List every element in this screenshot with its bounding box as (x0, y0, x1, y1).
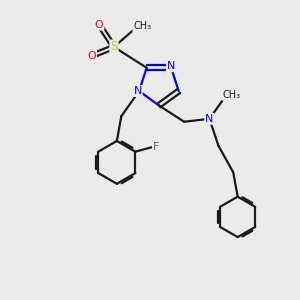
Text: N: N (167, 61, 175, 71)
Text: CH₃: CH₃ (223, 90, 241, 100)
Text: O: O (87, 51, 96, 61)
Text: O: O (95, 20, 103, 30)
Text: F: F (153, 142, 159, 152)
Text: CH₃: CH₃ (133, 21, 151, 31)
Text: S: S (110, 40, 118, 53)
Text: N: N (134, 86, 142, 96)
Text: N: N (205, 114, 214, 124)
